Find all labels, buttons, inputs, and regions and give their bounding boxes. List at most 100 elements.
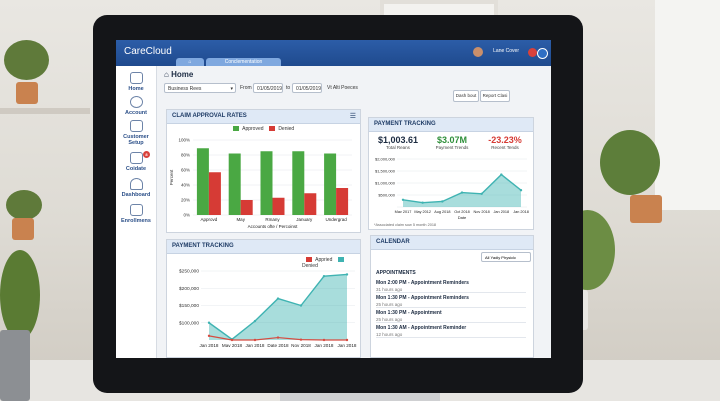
x-tick-label: Jan 2018 [315, 343, 334, 348]
data-point-applied [276, 336, 280, 339]
x-tick-label: May [236, 217, 245, 222]
sidebar-item-label: Account [125, 110, 147, 116]
appointments-heading: APPOINTMENTS [376, 270, 416, 276]
bar-denied [304, 193, 317, 215]
list-item[interactable]: Mon 1:30 PM - Appointment 25 hours ago [376, 310, 526, 323]
tab-home[interactable]: ⌂ [176, 58, 204, 66]
report-button[interactable]: Report Clasi [480, 90, 510, 102]
page-title: ⌂ Home [164, 70, 193, 79]
appointment-title: Mon 2:00 PM - Appointment Reminders [376, 280, 469, 286]
sidebar-item-dashboard[interactable]: Dashboard [116, 178, 156, 198]
kpi-recent: -23.23% Recent Tends [479, 135, 531, 150]
x-tick-label: Jan 2018 [494, 210, 510, 214]
payment-area-chart: $100,000 $150,000 $200,000 $250,000 Jan 2018… [179, 269, 357, 349]
kpi-total-label: Total Reans [386, 145, 410, 150]
data-point-denied [345, 273, 349, 276]
y-tick-label: 40% [181, 183, 190, 188]
x-tick-label: Aug 2018 [434, 210, 450, 214]
pot-desk [0, 330, 30, 401]
data-point-applied [230, 338, 234, 342]
sidebar-item-enrollmens[interactable]: Enrollmens [116, 204, 156, 224]
appointment-title: Mon 1:30 PM - Appointment Reminders [376, 295, 469, 301]
x-tick-label: Mav 2017 [395, 210, 412, 214]
home-icon: ⌂ [188, 59, 192, 65]
bar-denied [240, 200, 253, 215]
bar-approved [260, 151, 273, 215]
data-point-applied [207, 334, 211, 338]
y-tick-label: $100,000 [179, 320, 199, 326]
pot-right [630, 195, 662, 223]
x-axis-label: Accounts ofte / Percoinst [248, 224, 299, 229]
chart-footnote: *Associated claim sow 5 month 2018 [374, 223, 437, 227]
person-gear-icon [129, 120, 143, 132]
data-point [519, 189, 523, 192]
business-select[interactable]: Business Rees ▾ [164, 83, 236, 93]
physician-select[interactable]: All Yadiy Physiclc [481, 252, 531, 262]
claim-approval-chart: 0% 20% 40% 60% 80% 100% Percent Approvd May Rmany… [169, 138, 352, 229]
y-axis-label: Percent [169, 169, 174, 185]
panel-title: CLAIM APPROVAL RATES [167, 110, 360, 124]
plant-small [6, 190, 42, 220]
x-tick-label: Nov 2018 [474, 210, 490, 214]
avatar[interactable] [473, 47, 483, 57]
x-tick-label: Jan 2018 [200, 343, 219, 348]
x-tick-label: Undergrad [325, 217, 347, 222]
business-select-value: Business Rees [168, 86, 202, 92]
y-tick-label: $200,000 [179, 286, 199, 292]
clipboard-icon [129, 204, 143, 216]
sidebar-item-label: Coidate [125, 166, 147, 172]
kpi-recent-label: Recent Tends [491, 145, 519, 150]
tab-conclementation[interactable]: Conclementation [206, 58, 281, 66]
x-tick-label: Date 2018 [267, 343, 289, 348]
list-item[interactable]: Mon 1:30 AM - Appointment Reminder 12 ho… [376, 325, 526, 338]
bar-approved [324, 153, 337, 215]
appointment-ago: 31 hours ago [376, 287, 403, 292]
y-tick-label: 0% [183, 213, 190, 218]
x-tick-label: Rmany [265, 217, 280, 222]
data-point-applied [253, 338, 257, 342]
window-right [655, 0, 720, 210]
scope-label[interactable]: Vt Alti Poeces [327, 85, 358, 91]
payment-tracking-panel-2: PAYMENT TRACKING Appried Denied $100,000… [166, 239, 361, 358]
notification-button[interactable] [528, 48, 537, 57]
dash-button[interactable]: Dash bout [453, 90, 479, 102]
panel-title: CALENDAR [371, 236, 533, 250]
y-tick-label: 100% [178, 138, 190, 143]
settings-button[interactable] [537, 48, 548, 59]
plant-desk [0, 250, 40, 340]
from-date-input[interactable]: 01/05/2019 [253, 83, 283, 93]
list-item[interactable]: Mon 2:00 PM - Appointment Reminders 31 h… [376, 280, 526, 293]
sidebar-item-account[interactable]: Account [116, 96, 156, 116]
y-tick-label: $250,000 [179, 269, 199, 275]
x-tick-label: Mav 2018 [222, 343, 243, 348]
data-point-denied [299, 304, 303, 307]
sidebar-item-customer-setup[interactable]: Customer Setup [116, 120, 156, 146]
kpi-total: $1,003.61 Total Reans [373, 135, 423, 150]
x-tick-label: January [296, 217, 313, 222]
data-point-applied [345, 338, 349, 342]
sidebar-item-label: Enrollmens [121, 218, 151, 224]
y-tick-label: $1,000,000 [375, 181, 396, 186]
list-item[interactable]: Mon 1:30 PM - Appointment Reminders 25 h… [376, 295, 526, 308]
data-point [401, 198, 405, 201]
bar-approved [292, 151, 305, 215]
legend-swatch-denied [337, 257, 344, 263]
data-point-denied [207, 321, 211, 324]
sidebar-item-coidate[interactable]: 8 Coidate [116, 151, 156, 172]
legend-swatch-approved [233, 126, 239, 132]
to-date-input[interactable]: 01/05/2019 [292, 83, 322, 93]
menu-icon[interactable]: ☰ [349, 113, 356, 120]
appointment-ago: 25 hours ago [376, 317, 403, 322]
x-axis-label: Date [458, 215, 467, 220]
claim-legend: Approved Denied [229, 126, 294, 132]
legend-denied: Denied [278, 126, 295, 132]
x-tick-label: Jan 2018 [338, 343, 357, 348]
user-name[interactable]: Lane Cover [493, 48, 519, 54]
data-point-denied [276, 297, 280, 300]
x-tick-label: Jan 2018 [246, 343, 265, 348]
sidebar-item-home[interactable]: Home [116, 72, 156, 92]
brand-logo: CareCloud [124, 46, 172, 57]
claim-approval-panel: CLAIM APPROVAL RATES ☰ Approved Denied 0… [166, 109, 361, 233]
kpi-total-value: $1,003.61 [377, 135, 419, 145]
x-tick-label: Approvd [201, 217, 218, 222]
